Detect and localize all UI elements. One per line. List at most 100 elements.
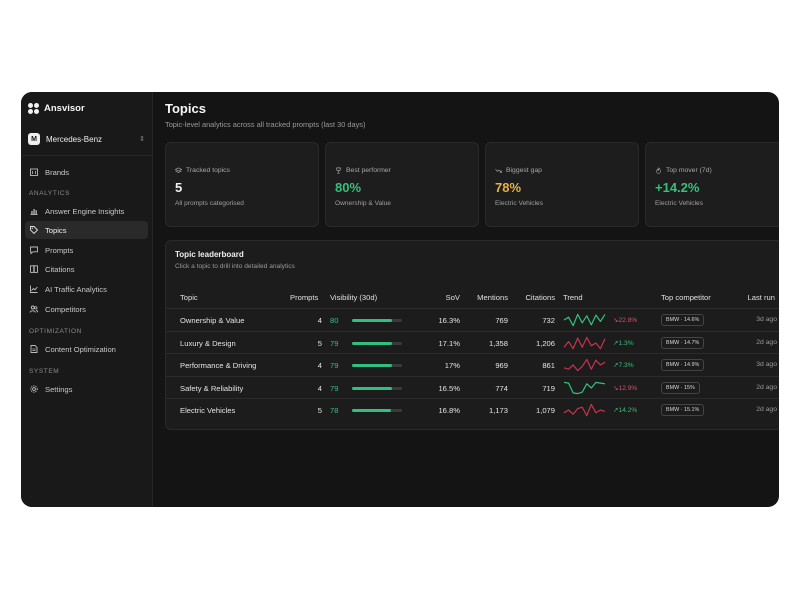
trend-sparkline: [563, 313, 606, 327]
column-header-visibility[interactable]: Visibility (30d): [330, 293, 378, 302]
trend-sparkline: [563, 358, 606, 372]
chevron-updown-icon: ⇕: [139, 136, 145, 143]
sidebar-item-answer-engine-insights[interactable]: Answer Engine Insights: [25, 202, 148, 220]
column-header-trend[interactable]: Trend: [563, 293, 583, 302]
visibility-bar-fill: [352, 364, 392, 367]
citations-value: 719: [542, 383, 555, 393]
stat-card-best-performer: Best performer 80% Ownership & Value: [325, 142, 479, 227]
column-header-citations[interactable]: Citations: [525, 293, 555, 302]
topic-name[interactable]: Performance & Driving: [180, 361, 257, 370]
sidebar-item-ai-traffic-analytics[interactable]: AI Traffic Analytics: [25, 280, 148, 298]
stat-description: Electric Vehicles: [655, 200, 704, 207]
sidebar-divider: [21, 155, 152, 156]
last-run: 2d ago: [756, 338, 777, 346]
section-label-optimization: OPTIMIZATION: [29, 328, 82, 335]
topic-name[interactable]: Luxury & Design: [180, 338, 236, 348]
page-title: Topics: [165, 101, 206, 116]
stat-value: 80%: [335, 180, 362, 195]
leaderboard-title: Topic leaderboard: [175, 250, 244, 259]
sidebar-item-label: Competitors: [45, 304, 86, 314]
sidebar-item-brands[interactable]: Brands: [25, 163, 148, 181]
users-icon: [29, 304, 39, 314]
sidebar-item-label: Content Optimization: [45, 344, 116, 354]
table-row[interactable]: Safety & Reliability 4 79 16.5% 774 719 ↘12.9%…: [166, 375, 779, 399]
line-chart-icon: [29, 284, 39, 294]
gear-icon: [29, 384, 39, 394]
visibility-bar: [352, 386, 402, 390]
mentions-value: 1,358: [488, 338, 508, 348]
visibility-bar-fill: [352, 341, 392, 345]
citations-value: 861: [542, 361, 555, 370]
column-header-prompts[interactable]: Prompts: [290, 293, 319, 302]
app-brand[interactable]: Ansvisor: [28, 100, 85, 116]
sidebar-item-label: Brands: [45, 167, 70, 177]
top-competitor-badge: BMW · 14.6%: [661, 314, 705, 326]
prompt-count: 4: [317, 383, 322, 393]
sov-value: 16.3%: [438, 316, 460, 325]
column-header-topic[interactable]: Topic: [180, 293, 198, 302]
sidebar-item-label: Prompts: [45, 245, 74, 255]
visibility-bar-fill: [352, 409, 391, 412]
table-row[interactable]: Ownership & Value 4 80 16.3% 769 732 ↘22.8% BMW…: [166, 308, 779, 331]
trend-sparkline: [563, 336, 606, 349]
stat-label: Top mover (7d): [666, 167, 712, 174]
table-row[interactable]: Electric Vehicles 5 78 16.8% 1,173 1,079 ↗14.2…: [166, 398, 779, 421]
trend-down-icon: [495, 168, 502, 173]
last-run: 2d ago: [756, 383, 777, 391]
page-subtitle: Topic-level analytics across all tracked…: [165, 120, 366, 129]
sidebar: Ansvisor M Mercedes-Benz ⇕ Brands ANALYT…: [21, 92, 153, 507]
top-competitor-badge: BMW · 14.9%: [661, 359, 705, 371]
stat-value: 78%: [495, 180, 522, 195]
message-icon: [29, 245, 39, 255]
sidebar-item-competitors[interactable]: Competitors: [25, 300, 148, 318]
book-icon: [29, 264, 39, 274]
column-header-mentions[interactable]: Mentions: [477, 293, 508, 302]
sidebar-item-label: Citations: [45, 264, 75, 274]
section-label-analytics: ANALYTICS: [29, 190, 71, 197]
column-header-sov[interactable]: SoV: [445, 293, 460, 302]
prompt-count: 5: [317, 406, 322, 415]
column-header-last-run[interactable]: Last run: [747, 293, 775, 302]
building-icon: [29, 167, 39, 177]
sidebar-item-topics[interactable]: Topics: [25, 221, 148, 239]
sidebar-item-citations[interactable]: Citations: [25, 260, 148, 278]
sov-value: 16.5%: [438, 383, 460, 393]
sidebar-item-settings[interactable]: Settings: [25, 380, 148, 398]
leaderboard-subtitle: Click a topic to drill into detailed ana…: [175, 263, 295, 270]
stat-label: Tracked topics: [186, 167, 230, 174]
topic-name[interactable]: Electric Vehicles: [180, 406, 236, 415]
trend-delta: ↗7.3%: [613, 362, 634, 369]
sov-value: 17.1%: [438, 338, 460, 348]
citations-value: 1,079: [535, 406, 555, 415]
stat-value: +14.2%: [655, 180, 700, 195]
sov-value: 16.8%: [438, 406, 460, 415]
sidebar-item-label: Answer Engine Insights: [45, 206, 125, 216]
mentions-value: 774: [495, 383, 508, 393]
sidebar-item-prompts[interactable]: Prompts: [25, 241, 148, 259]
layers-icon: [175, 167, 182, 173]
stat-description: Ownership & Value: [335, 200, 391, 207]
account-switcher[interactable]: M Mercedes-Benz ⇕: [28, 131, 145, 147]
document-icon: [29, 344, 39, 354]
trend-delta: ↗14.2%: [613, 407, 638, 414]
table-row[interactable]: Performance & Driving 4 79 17% 969 861 ↗7.3% BM…: [166, 353, 779, 376]
table-row[interactable]: Luxury & Design 5 79 17.1% 1,358 1,206 ↗1.3% BM…: [166, 330, 779, 354]
top-competitor-badge: BMW · 15.1%: [661, 404, 705, 416]
chart-icon: [29, 206, 39, 216]
prompt-count: 4: [317, 316, 322, 325]
visibility-bar-fill: [352, 386, 392, 390]
topic-name[interactable]: Ownership & Value: [180, 316, 245, 325]
stat-card-top-mover: Top mover (7d) +14.2% Electric Vehicles: [645, 142, 779, 227]
visibility-score: 79: [330, 383, 339, 393]
sidebar-item-content-optimization[interactable]: Content Optimization: [25, 340, 148, 358]
column-header-top-competitor[interactable]: Top competitor: [661, 293, 711, 302]
last-run: 3d ago: [756, 316, 777, 323]
sidebar-item-label: AI Traffic Analytics: [45, 284, 107, 294]
visibility-score: 79: [330, 338, 339, 348]
visibility-bar-fill: [352, 319, 392, 322]
main-content: Topics Topic-level analytics across all …: [153, 92, 779, 507]
app-window: Ansvisor M Mercedes-Benz ⇕ Brands ANALYT…: [21, 92, 779, 507]
stat-description: All prompts categorised: [175, 200, 244, 207]
topic-name[interactable]: Safety & Reliability: [180, 383, 244, 393]
visibility-bar: [352, 319, 402, 322]
